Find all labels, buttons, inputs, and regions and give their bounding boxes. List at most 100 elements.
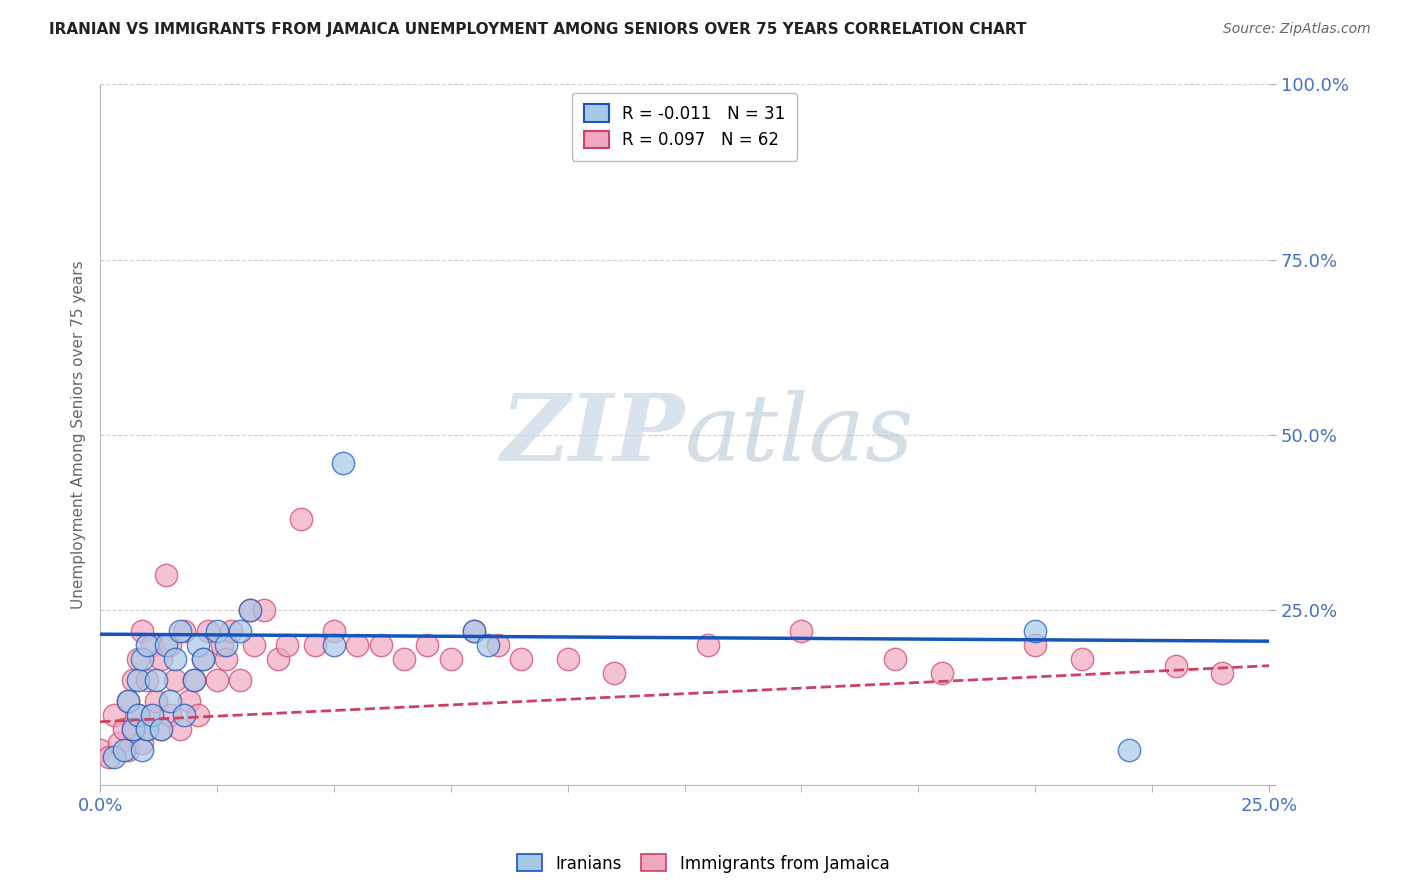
Point xyxy=(145,673,167,687)
Point xyxy=(229,624,252,638)
Point xyxy=(1118,743,1140,757)
Point xyxy=(510,651,533,665)
Point xyxy=(173,624,195,638)
Point xyxy=(1164,658,1187,673)
Point xyxy=(205,673,228,687)
Point xyxy=(135,673,157,687)
Point xyxy=(121,722,143,736)
Point xyxy=(159,638,181,652)
Point xyxy=(98,749,121,764)
Point xyxy=(117,743,139,757)
Point xyxy=(155,638,177,652)
Point xyxy=(141,707,163,722)
Point xyxy=(477,638,499,652)
Point xyxy=(103,707,125,722)
Point xyxy=(117,694,139,708)
Point xyxy=(191,651,214,665)
Point xyxy=(229,673,252,687)
Point xyxy=(169,722,191,736)
Point xyxy=(215,651,238,665)
Point xyxy=(121,673,143,687)
Point xyxy=(149,651,172,665)
Point xyxy=(159,707,181,722)
Point xyxy=(145,694,167,708)
Point xyxy=(135,638,157,652)
Point xyxy=(163,673,186,687)
Point xyxy=(557,651,579,665)
Point xyxy=(239,602,262,616)
Point xyxy=(187,707,209,722)
Point xyxy=(112,743,135,757)
Point xyxy=(243,638,266,652)
Point xyxy=(276,638,298,652)
Point xyxy=(127,651,149,665)
Legend: Iranians, Immigrants from Jamaica: Iranians, Immigrants from Jamaica xyxy=(510,847,896,880)
Point xyxy=(121,722,143,736)
Text: IRANIAN VS IMMIGRANTS FROM JAMAICA UNEMPLOYMENT AMONG SENIORS OVER 75 YEARS CORR: IRANIAN VS IMMIGRANTS FROM JAMAICA UNEMP… xyxy=(49,22,1026,37)
Point xyxy=(183,673,205,687)
Point xyxy=(141,707,163,722)
Point xyxy=(141,638,163,652)
Point xyxy=(131,651,153,665)
Point xyxy=(346,638,368,652)
Point xyxy=(253,602,276,616)
Text: atlas: atlas xyxy=(685,390,914,480)
Point xyxy=(290,511,312,525)
Point xyxy=(127,707,149,722)
Point xyxy=(931,665,953,680)
Point xyxy=(112,722,135,736)
Point xyxy=(108,736,131,750)
Point xyxy=(169,624,191,638)
Point xyxy=(239,602,262,616)
Point xyxy=(191,651,214,665)
Point xyxy=(131,624,153,638)
Point xyxy=(440,651,463,665)
Point xyxy=(205,624,228,638)
Point xyxy=(304,638,326,652)
Point xyxy=(1024,638,1046,652)
Point xyxy=(89,743,111,757)
Y-axis label: Unemployment Among Seniors over 75 years: Unemployment Among Seniors over 75 years xyxy=(72,260,86,609)
Point xyxy=(173,707,195,722)
Text: ZIP: ZIP xyxy=(501,390,685,480)
Point xyxy=(163,651,186,665)
Point xyxy=(332,456,354,470)
Point xyxy=(187,638,209,652)
Point xyxy=(322,624,344,638)
Point xyxy=(1071,651,1094,665)
Point xyxy=(135,722,157,736)
Point xyxy=(1211,665,1233,680)
Point xyxy=(463,624,485,638)
Point xyxy=(131,743,153,757)
Point xyxy=(267,651,290,665)
Text: Source: ZipAtlas.com: Source: ZipAtlas.com xyxy=(1223,22,1371,37)
Point xyxy=(211,638,233,652)
Point xyxy=(790,624,813,638)
Point xyxy=(131,736,153,750)
Point xyxy=(219,624,242,638)
Point xyxy=(159,694,181,708)
Point xyxy=(155,567,177,582)
Point xyxy=(392,651,415,665)
Point xyxy=(127,707,149,722)
Point xyxy=(463,624,485,638)
Point xyxy=(149,722,172,736)
Point xyxy=(416,638,439,652)
Point xyxy=(197,624,219,638)
Point xyxy=(322,638,344,652)
Point xyxy=(135,722,157,736)
Point xyxy=(370,638,392,652)
Point xyxy=(884,651,907,665)
Legend: R = -0.011   N = 31, R = 0.097   N = 62: R = -0.011 N = 31, R = 0.097 N = 62 xyxy=(572,93,797,161)
Point xyxy=(127,673,149,687)
Point xyxy=(149,722,172,736)
Point xyxy=(1024,624,1046,638)
Point xyxy=(177,694,200,708)
Point xyxy=(103,749,125,764)
Point xyxy=(486,638,509,652)
Point xyxy=(215,638,238,652)
Point xyxy=(697,638,720,652)
Point xyxy=(183,673,205,687)
Point xyxy=(603,665,626,680)
Point xyxy=(117,694,139,708)
